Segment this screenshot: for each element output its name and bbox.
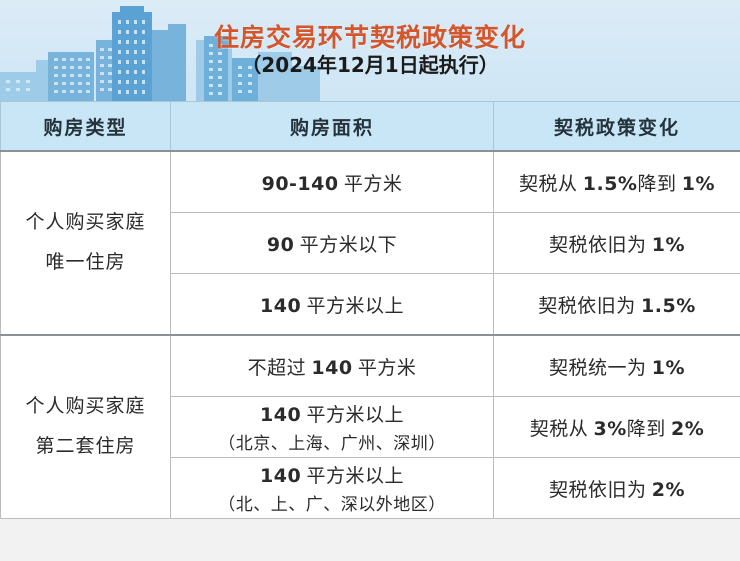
table-row: 个人购买家庭 唯一住房 90-140 平方米 契税从 1.5%降到 1% bbox=[0, 150, 740, 336]
table-row: 140 平方米以上 （北京、上海、广州、深圳） 契税从 3%降到 2% bbox=[1, 396, 740, 458]
area-main-line: 140 平方米以上 bbox=[175, 461, 489, 488]
policy-table: 购房类型 购房面积 契税政策变化 个人购买家庭 唯一住房 90-140 平方米 bbox=[0, 101, 740, 519]
group-label-first-home: 个人购买家庭 唯一住房 bbox=[0, 150, 171, 336]
page-subtitle: （2024年12月1日起执行） bbox=[241, 53, 499, 78]
city-skyline-illustration bbox=[0, 6, 320, 101]
page-title: 住房交易环节契税政策变化 bbox=[213, 22, 526, 52]
area-unit-text: 平方米 bbox=[343, 173, 403, 195]
area-number: 90-140 bbox=[261, 172, 339, 195]
change-rate-from: 1.5% bbox=[641, 294, 696, 317]
area-city-note: （北、上、广、深以外地区） bbox=[218, 495, 446, 514]
policy-table-container: 购房类型 购房面积 契税政策变化 个人购买家庭 唯一住房 90-140 平方米 bbox=[0, 101, 740, 532]
group-label-line-2: 第二套住房 bbox=[35, 436, 136, 457]
area-unit-text: 平方米以下 bbox=[299, 234, 398, 256]
column-header-tax-change: 契税政策变化 bbox=[493, 101, 740, 152]
tax-change-cell: 契税从 1.5%降到 1% bbox=[493, 150, 740, 213]
area-number: 140 bbox=[260, 404, 302, 426]
change-rate-from: 1.5% bbox=[582, 172, 638, 195]
tax-change-cell: 契税统一为 1% bbox=[493, 334, 740, 397]
area-number: 140 bbox=[260, 465, 302, 487]
area-main-line: 90-140 平方米 bbox=[175, 169, 489, 196]
change-rate-to: 1% bbox=[681, 172, 715, 195]
change-middle: 降到 bbox=[637, 173, 677, 195]
column-header-purchase-area: 购房面积 bbox=[170, 101, 494, 152]
area-cell: 140 平方米以上 （北、上、广、深以外地区） bbox=[170, 457, 494, 519]
area-main-line: 140 平方米以上 bbox=[175, 291, 489, 318]
change-rate-from: 1% bbox=[651, 233, 686, 256]
group-label-line-1: 个人购买家庭 bbox=[25, 396, 146, 418]
area-number: 140 bbox=[311, 356, 353, 379]
footer-strip bbox=[0, 519, 740, 532]
change-prefix: 契税从 bbox=[519, 173, 578, 195]
group-label-line-1: 个人购买家庭 bbox=[25, 212, 146, 234]
table-row: 个人购买家庭 第二套住房 不超过 140 平方米 契税统一为 1% bbox=[0, 334, 740, 519]
area-unit-text: 平方米以上 bbox=[306, 295, 404, 317]
area-unit-text: 平方米 bbox=[357, 357, 417, 379]
change-middle: 降到 bbox=[626, 418, 666, 440]
tax-change-cell: 契税依旧为 1% bbox=[493, 212, 740, 274]
area-main-line: 140 平方米以上 bbox=[175, 400, 489, 427]
area-cell: 90-140 平方米 bbox=[170, 150, 494, 213]
area-main-line: 不超过 140 平方米 bbox=[175, 353, 489, 380]
banner-text-block: 住房交易环节契税政策变化 （2024年12月1日起执行） bbox=[0, 0, 740, 101]
tax-change-cell: 契税依旧为 1.5% bbox=[493, 273, 740, 336]
group-label-second-home: 个人购买家庭 第二套住房 bbox=[0, 334, 171, 519]
column-header-purchase-type: 购房类型 bbox=[0, 101, 171, 152]
table-row: 90 平方米以下 契税依旧为 1% bbox=[1, 212, 740, 274]
change-rate-from: 1% bbox=[651, 356, 686, 379]
change-rate-to: 2% bbox=[671, 417, 705, 440]
banner-header: 住房交易环节契税政策变化 （2024年12月1日起执行） bbox=[0, 0, 740, 101]
area-unit-text: 平方米以上 bbox=[306, 405, 404, 426]
area-cell: 90 平方米以下 bbox=[170, 212, 494, 274]
change-prefix: 契税统一为 bbox=[548, 357, 647, 379]
area-number: 90 bbox=[266, 233, 295, 256]
tax-change-cell: 契税依旧为 2% bbox=[493, 457, 740, 519]
area-cell: 140 平方米以上 （北京、上海、广州、深圳） bbox=[170, 396, 494, 458]
change-rate-from: 2% bbox=[651, 478, 686, 501]
table-header-row: 购房类型 购房面积 契税政策变化 bbox=[0, 101, 740, 152]
area-cell: 不超过 140 平方米 bbox=[170, 334, 494, 397]
area-unit-text: 平方米以上 bbox=[306, 466, 404, 487]
area-city-note: （北京、上海、广州、深圳） bbox=[218, 434, 446, 453]
area-main-line: 90 平方米以下 bbox=[175, 230, 489, 257]
table-row: 140 平方米以上 （北、上、广、深以外地区） 契税依旧为 2% bbox=[1, 457, 740, 519]
change-rate-from: 3% bbox=[593, 417, 627, 440]
area-cell: 140 平方米以上 bbox=[170, 273, 494, 336]
change-prefix: 契税依旧为 bbox=[548, 234, 647, 256]
change-prefix: 契税依旧为 bbox=[548, 479, 647, 501]
tax-change-cell: 契税从 3%降到 2% bbox=[493, 396, 740, 458]
change-prefix: 契税依旧为 bbox=[538, 295, 636, 317]
group-label-line-2: 唯一住房 bbox=[45, 252, 126, 273]
area-prefix-text: 不超过 bbox=[247, 357, 307, 379]
area-number: 140 bbox=[260, 294, 302, 317]
change-prefix: 契税从 bbox=[529, 418, 589, 440]
